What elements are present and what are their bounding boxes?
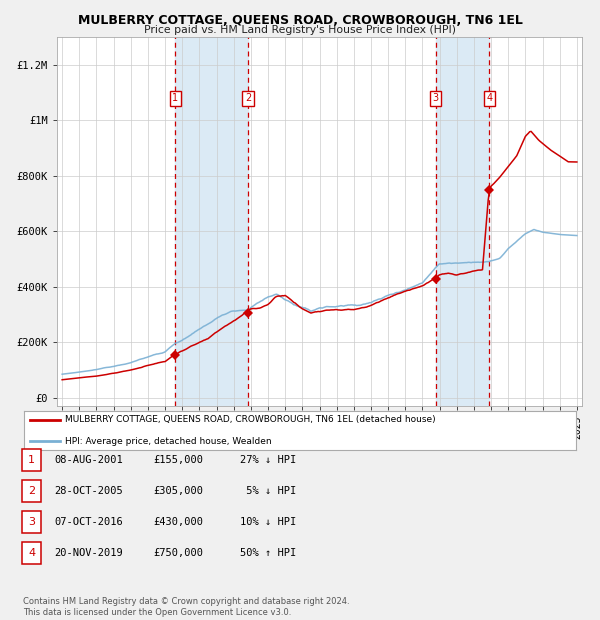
Text: £155,000: £155,000 [153,455,203,465]
Text: 1: 1 [28,455,35,465]
Text: 4: 4 [28,548,35,558]
Text: 4: 4 [486,93,492,103]
Text: 2: 2 [245,93,251,103]
Text: 27% ↓ HPI: 27% ↓ HPI [240,455,296,465]
Text: £750,000: £750,000 [153,548,203,558]
Text: Price paid vs. HM Land Registry's House Price Index (HPI): Price paid vs. HM Land Registry's House … [144,25,456,35]
Text: £430,000: £430,000 [153,517,203,527]
Text: MULBERRY COTTAGE, QUEENS ROAD, CROWBOROUGH, TN6 1EL: MULBERRY COTTAGE, QUEENS ROAD, CROWBOROU… [77,14,523,27]
Text: 5% ↓ HPI: 5% ↓ HPI [240,486,296,496]
Text: 07-OCT-2016: 07-OCT-2016 [54,517,123,527]
Text: 3: 3 [28,517,35,527]
Bar [175,37,248,406]
Bar [436,37,489,406]
Text: HPI: Average price, detached house, Wealden: HPI: Average price, detached house, Weal… [65,436,272,446]
Text: 08-AUG-2001: 08-AUG-2001 [54,455,123,465]
Text: 20-NOV-2019: 20-NOV-2019 [54,548,123,558]
Text: £305,000: £305,000 [153,486,203,496]
Text: Contains HM Land Registry data © Crown copyright and database right 2024.
This d: Contains HM Land Registry data © Crown c… [23,598,349,617]
Text: 10% ↓ HPI: 10% ↓ HPI [240,517,296,527]
Text: 50% ↑ HPI: 50% ↑ HPI [240,548,296,558]
Text: 3: 3 [433,93,439,103]
Text: MULBERRY COTTAGE, QUEENS ROAD, CROWBOROUGH, TN6 1EL (detached house): MULBERRY COTTAGE, QUEENS ROAD, CROWBOROU… [65,415,436,424]
Text: 1: 1 [172,93,178,103]
Text: 2: 2 [28,486,35,496]
Text: 28-OCT-2005: 28-OCT-2005 [54,486,123,496]
